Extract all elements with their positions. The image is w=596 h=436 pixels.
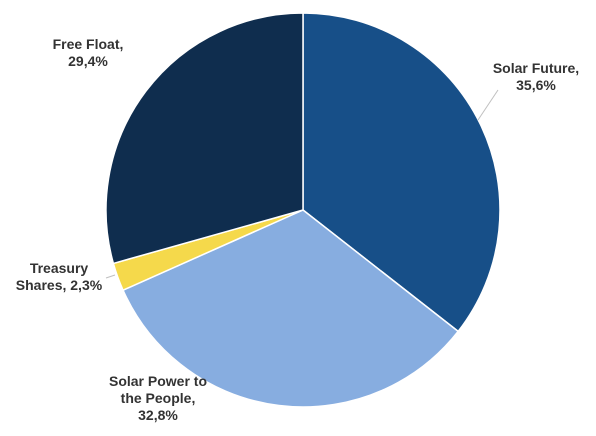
data-label-free-float: Free Float, 29,4% bbox=[53, 36, 124, 69]
data-label-line: 32,8% bbox=[138, 407, 178, 423]
pie-slice-free-float bbox=[105, 12, 304, 265]
data-label-line: 29,4% bbox=[68, 53, 108, 69]
data-label-treasury-shares: Treasury Shares, 2,3% bbox=[16, 260, 103, 293]
data-label-line: Shares, 2,3% bbox=[16, 277, 103, 293]
data-label-line: 35,6% bbox=[516, 77, 556, 93]
slice-labels: Solar Future, 35,6% Solar Power to the Peop… bbox=[16, 36, 579, 423]
pie-slices bbox=[105, 12, 501, 408]
data-label-line: the People, bbox=[121, 390, 196, 406]
leader-line-treasury-shares bbox=[105, 274, 116, 279]
data-label-solar-power-to-the-people: Solar Power to the People, 32,8% bbox=[109, 373, 207, 423]
pie-slice-solar-power-to-the-people bbox=[122, 209, 459, 408]
data-label-line: Free Float, bbox=[53, 36, 124, 52]
leader-line-solar-future bbox=[477, 89, 499, 121]
leader-lines bbox=[105, 89, 499, 279]
data-label-line: Treasury bbox=[30, 260, 89, 276]
data-label-line: Solar Power to bbox=[109, 373, 207, 389]
data-label-line: Solar Future, bbox=[493, 60, 579, 76]
data-label-solar-future: Solar Future, 35,6% bbox=[493, 60, 579, 93]
pie-slice-solar-future bbox=[302, 12, 501, 333]
